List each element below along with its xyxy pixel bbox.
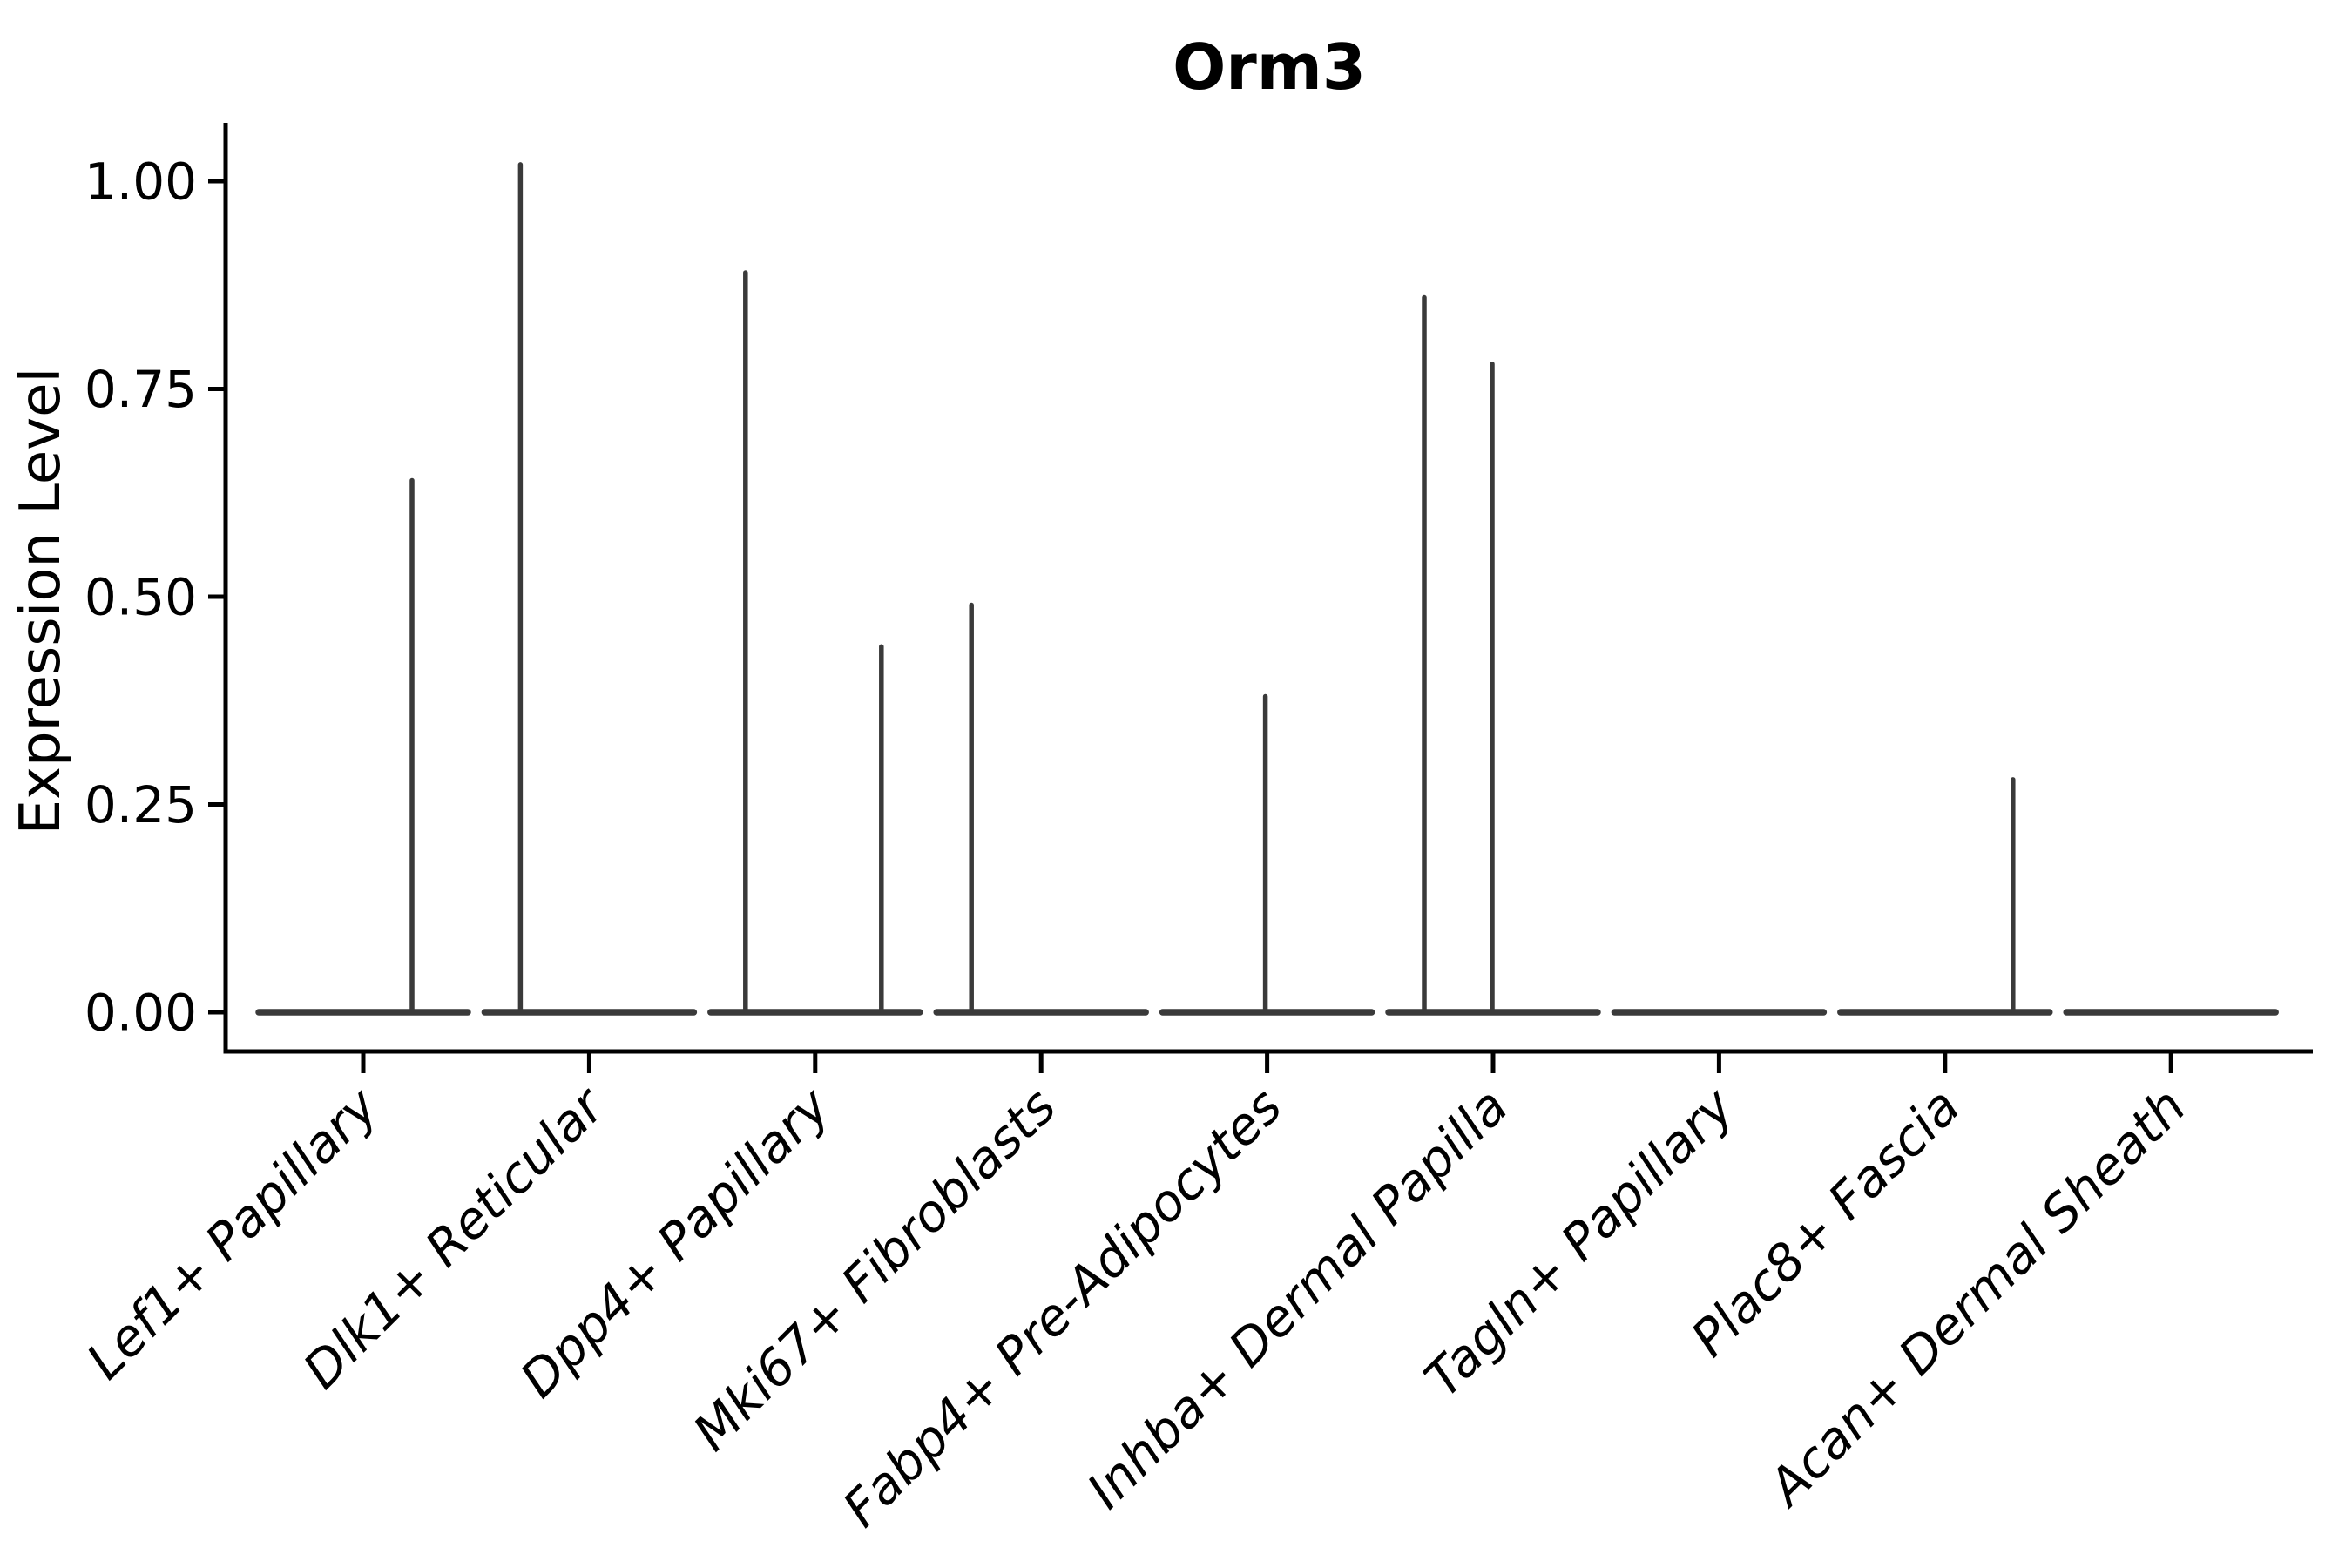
- violin: [1385, 294, 1601, 1016]
- y-axis-label: Expression Level: [9, 368, 73, 835]
- y-tick-label: 0.00: [84, 983, 197, 1042]
- violin: [255, 477, 471, 1016]
- y-tick-label: 0.50: [84, 567, 197, 626]
- violin: [933, 602, 1149, 1016]
- y-ticks-layer: 0.00 0.25 0.50 0.75 1.00: [84, 152, 226, 1042]
- violin: [481, 162, 698, 1016]
- y-tick-label: 1.00: [84, 152, 197, 211]
- y-tick-label: 0.75: [84, 360, 197, 419]
- y-tick-label: 0.25: [84, 775, 197, 835]
- violin: [1837, 777, 2053, 1016]
- violin: [707, 270, 923, 1016]
- chart-title: Orm3: [1173, 30, 1366, 104]
- violin: [1159, 693, 1375, 1016]
- violins-layer: [255, 162, 2279, 1016]
